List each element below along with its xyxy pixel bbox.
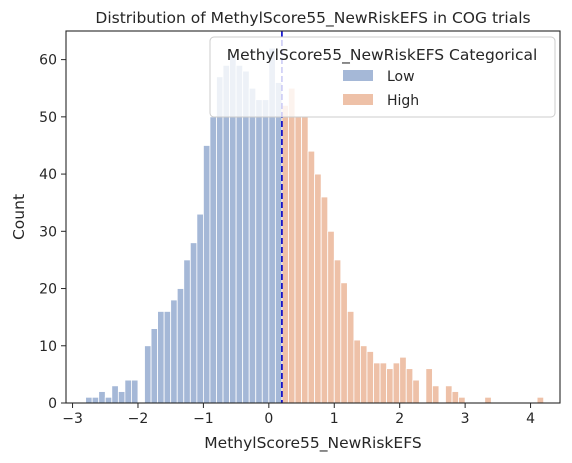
- x-tick-label: 3: [461, 411, 470, 427]
- x-tick-label: 0: [264, 411, 273, 427]
- histogram-bar-high: [484, 396, 492, 404]
- legend-label-low: Low: [387, 69, 415, 85]
- histogram-bar-high: [307, 150, 316, 404]
- histogram-bar-high: [536, 396, 545, 404]
- histogram-bar-low: [144, 345, 152, 404]
- histogram-bar-high: [340, 282, 348, 404]
- histogram-bar-high: [451, 391, 459, 404]
- histogram-bar-high: [373, 362, 381, 404]
- histogram-bar-high: [281, 105, 289, 404]
- x-tick-label: −2: [128, 411, 149, 427]
- y-tick-label: 10: [39, 339, 57, 355]
- histogram-bar-low: [261, 99, 270, 404]
- x-tick-label: −3: [62, 411, 83, 427]
- y-tick-label: 50: [39, 110, 57, 126]
- histogram-bar-low: [163, 311, 172, 404]
- histogram-bar-high: [432, 385, 440, 404]
- histogram-bar-low: [248, 87, 257, 404]
- histogram-bar-high: [379, 362, 388, 404]
- histogram-bar-high: [360, 345, 368, 404]
- histogram-bar-high: [346, 311, 355, 404]
- histogram-bar-low: [216, 76, 224, 404]
- histogram-bar-high: [392, 362, 401, 404]
- histogram-bar-low: [170, 299, 178, 404]
- histogram-bar-low: [85, 396, 93, 404]
- histogram-bar-low: [274, 82, 283, 404]
- histogram-bar-high: [301, 116, 309, 404]
- histogram-bar-high: [412, 379, 420, 404]
- histogram-bar-low: [255, 99, 263, 404]
- chart-title: Distribution of MethylScore55_NewRiskEFS…: [95, 9, 530, 28]
- histogram-bar-low: [203, 145, 211, 404]
- x-tick-label: 1: [330, 411, 339, 427]
- histogram-bar-low: [124, 379, 132, 404]
- histogram-bar-low: [150, 328, 159, 404]
- histogram-bar-low: [183, 259, 191, 404]
- histogram-bar-high: [386, 368, 394, 404]
- histogram-bar-low: [104, 396, 113, 404]
- histogram-bar-low: [91, 396, 100, 404]
- y-tick-label: 40: [39, 167, 57, 183]
- x-tick-label: 2: [395, 411, 404, 427]
- plot-frame: [65, 30, 561, 404]
- histogram-bar-low: [176, 288, 185, 404]
- histogram-bar-high: [333, 259, 342, 404]
- y-tick-label: 0: [48, 396, 57, 412]
- legend-title: MethylScore55_NewRiskEFS Categorical: [227, 46, 538, 65]
- x-axis-label: MethylScore55_NewRiskEFS: [204, 434, 421, 453]
- y-tick-label: 60: [39, 53, 57, 69]
- histogram-bar-high: [320, 196, 329, 404]
- legend-swatch-low: [343, 70, 373, 81]
- histogram-bar-low: [117, 391, 126, 404]
- histogram-bar-low: [242, 70, 250, 404]
- legend-box: [209, 36, 556, 118]
- histogram-bar-high: [458, 396, 466, 404]
- x-tick-label: −1: [193, 411, 214, 427]
- y-tick-label: 20: [39, 282, 57, 298]
- histogram-bar-low: [196, 213, 204, 404]
- histogram-bar-low: [131, 379, 139, 404]
- legend: MethylScore55_NewRiskEFS Categorical Low H…: [209, 36, 556, 118]
- histogram-bar-high: [327, 230, 335, 404]
- histogram-bar-high: [294, 116, 302, 404]
- histogram-bar-high: [425, 368, 433, 404]
- legend-swatch-high: [343, 94, 373, 105]
- y-axis-label: Count: [10, 194, 28, 240]
- histogram-bar-low: [98, 391, 106, 404]
- histogram-bar-high: [399, 356, 407, 404]
- histogram-bar-high: [353, 339, 361, 404]
- histogram-bar-low: [209, 116, 217, 404]
- histogram-bar-high: [288, 87, 296, 404]
- y-tick-label: 30: [39, 224, 57, 240]
- legend-label-high: High: [387, 93, 419, 109]
- histogram-bar-high: [366, 351, 374, 404]
- histogram-bar-low: [189, 242, 198, 404]
- histogram-bar-low: [111, 385, 119, 404]
- histogram-bar-high: [405, 368, 414, 404]
- histogram-bar-low: [157, 311, 165, 404]
- x-tick-label: 4: [526, 411, 535, 427]
- histogram-bar-high: [445, 385, 453, 404]
- histogram-bar-high: [314, 173, 322, 404]
